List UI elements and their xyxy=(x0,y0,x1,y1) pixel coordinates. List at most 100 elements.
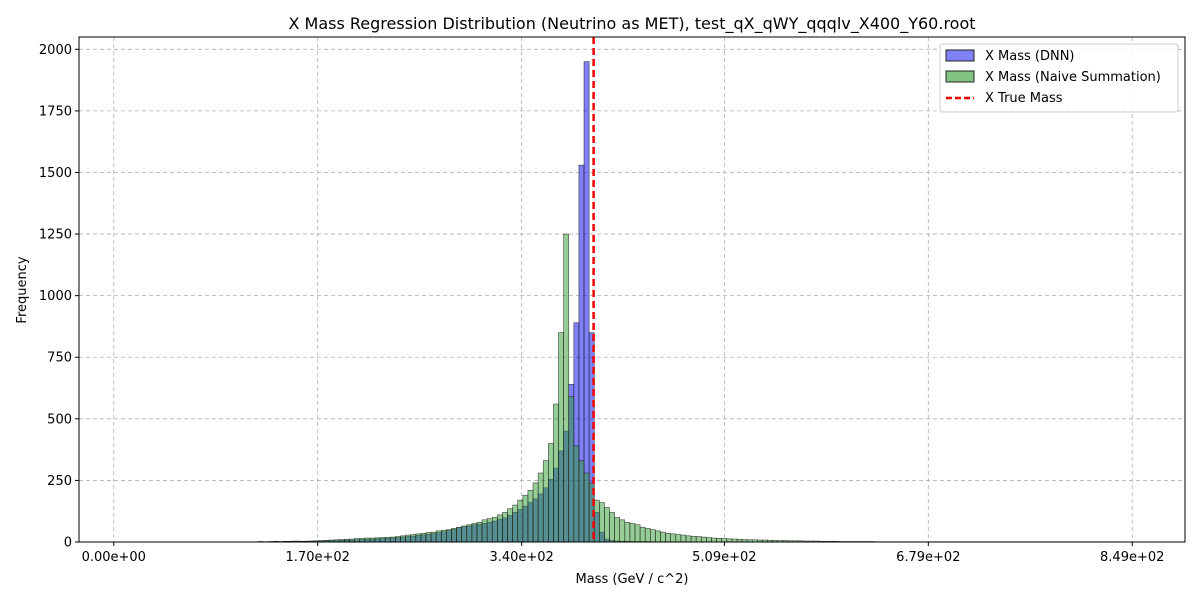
naive-bar xyxy=(649,529,656,543)
naive-bar xyxy=(446,529,452,543)
naive-bar xyxy=(364,537,371,543)
naive-bar xyxy=(359,538,366,543)
naive-bar xyxy=(614,517,621,543)
naive-bar xyxy=(486,518,493,543)
naive-bar xyxy=(665,533,671,543)
naive-bar xyxy=(568,396,575,543)
naive-bar xyxy=(481,519,488,543)
naive-bar xyxy=(451,528,457,543)
y-axis-label: Frequency xyxy=(15,256,30,323)
naive-bar xyxy=(563,233,570,543)
naive-bar xyxy=(522,494,529,543)
naive-bar xyxy=(700,536,707,543)
naive-bar xyxy=(604,507,610,543)
naive-bar xyxy=(624,521,631,543)
legend-label-naive: X Mass (Naive Summation) xyxy=(985,70,1161,85)
naive-bar xyxy=(695,536,702,543)
naive-bar xyxy=(711,537,717,543)
chart-title: X Mass Regression Distribution (Neutrino… xyxy=(288,14,975,34)
naive-bar xyxy=(440,529,447,543)
naive-bar xyxy=(369,537,376,543)
naive-bar xyxy=(405,534,411,543)
naive-bar xyxy=(644,528,651,543)
naive-bar xyxy=(400,535,406,543)
naive-bar xyxy=(670,533,677,543)
naive-bar xyxy=(354,538,360,543)
naive-bar xyxy=(716,538,722,543)
y-tick-label: 2000 xyxy=(39,43,72,58)
naive-bar xyxy=(512,504,519,543)
naive-bar xyxy=(609,512,615,543)
y-tick-label: 1500 xyxy=(39,166,72,181)
naive-bar xyxy=(379,537,386,543)
x-tick-label: 5.09e+02 xyxy=(692,550,756,565)
naive-bar xyxy=(430,531,437,543)
x-tick-label: 3.40e+02 xyxy=(489,550,553,565)
naive-bar xyxy=(395,536,401,543)
naive-bar xyxy=(502,512,508,543)
naive-bar xyxy=(461,525,468,543)
naive-bar xyxy=(532,482,539,543)
naive-bar xyxy=(593,499,600,543)
legend-swatch-naive xyxy=(945,70,975,83)
y-tick-label: 250 xyxy=(47,474,72,489)
grid-lines xyxy=(79,37,1185,543)
naive-bar xyxy=(553,403,559,543)
naive-bar xyxy=(420,533,427,543)
naive-bar xyxy=(634,524,641,543)
plot-frame xyxy=(78,36,1186,543)
legend: X Mass (DNN) X Mass (Naive Summation) X … xyxy=(939,43,1179,113)
naive-bar xyxy=(583,472,590,543)
naive-bar xyxy=(599,502,605,543)
naive-bar xyxy=(578,460,585,543)
naive-bar xyxy=(456,526,462,543)
naive-bar xyxy=(425,532,432,543)
y-axis-ticks: 0 250 500 750 1000 1250 1500 1750 2000 xyxy=(39,43,79,551)
legend-box xyxy=(939,43,1179,113)
naive-bar xyxy=(471,523,478,543)
naive-bar xyxy=(527,489,534,543)
y-tick-label: 0 xyxy=(64,536,72,551)
naive-bar xyxy=(517,499,524,543)
dnn-histogram-bars xyxy=(257,61,697,543)
naive-bar xyxy=(466,524,473,543)
y-tick-label: 1250 xyxy=(39,228,72,243)
naive-bar xyxy=(639,526,646,543)
x-axis-ticks: 0.00e+00 1.70e+02 3.40e+02 5.09e+02 6.79e+02… xyxy=(82,542,1164,565)
naive-bar xyxy=(491,517,498,543)
legend-label-true-mass: X True Mass xyxy=(985,91,1063,106)
x-tick-label: 8.49e+02 xyxy=(1100,550,1164,565)
naive-bar xyxy=(435,530,442,543)
naive-bar xyxy=(685,535,692,543)
naive-bar xyxy=(706,537,712,543)
x-tick-label: 1.70e+02 xyxy=(286,550,350,565)
naive-bar xyxy=(476,521,483,543)
y-tick-label: 1750 xyxy=(39,104,72,119)
naive-bar xyxy=(655,530,661,543)
legend-swatch-dnn xyxy=(945,49,975,62)
naive-bar xyxy=(542,460,549,543)
naive-bar xyxy=(548,443,554,543)
naive-bar xyxy=(690,536,697,543)
naive-bar xyxy=(374,537,381,543)
y-tick-label: 750 xyxy=(47,351,72,366)
naive-bar xyxy=(410,534,417,543)
x-tick-label: 6.79e+02 xyxy=(896,550,960,565)
naive-bar xyxy=(660,531,666,543)
naive-bar xyxy=(558,332,564,543)
y-tick-label: 1000 xyxy=(39,289,72,304)
naive-bar xyxy=(573,445,580,543)
x-tick-label: 0.00e+00 xyxy=(82,550,146,565)
naive-histogram-bars xyxy=(257,233,1125,543)
naive-bar xyxy=(629,523,636,543)
naive-bar xyxy=(415,533,422,543)
naive-bar xyxy=(507,508,513,543)
naive-bar xyxy=(389,536,396,543)
naive-bar xyxy=(497,514,503,543)
naive-bar xyxy=(675,534,682,543)
naive-bar xyxy=(384,537,391,543)
naive-bar xyxy=(680,534,687,543)
dnn-bar xyxy=(583,61,590,543)
naive-bar xyxy=(537,472,544,543)
